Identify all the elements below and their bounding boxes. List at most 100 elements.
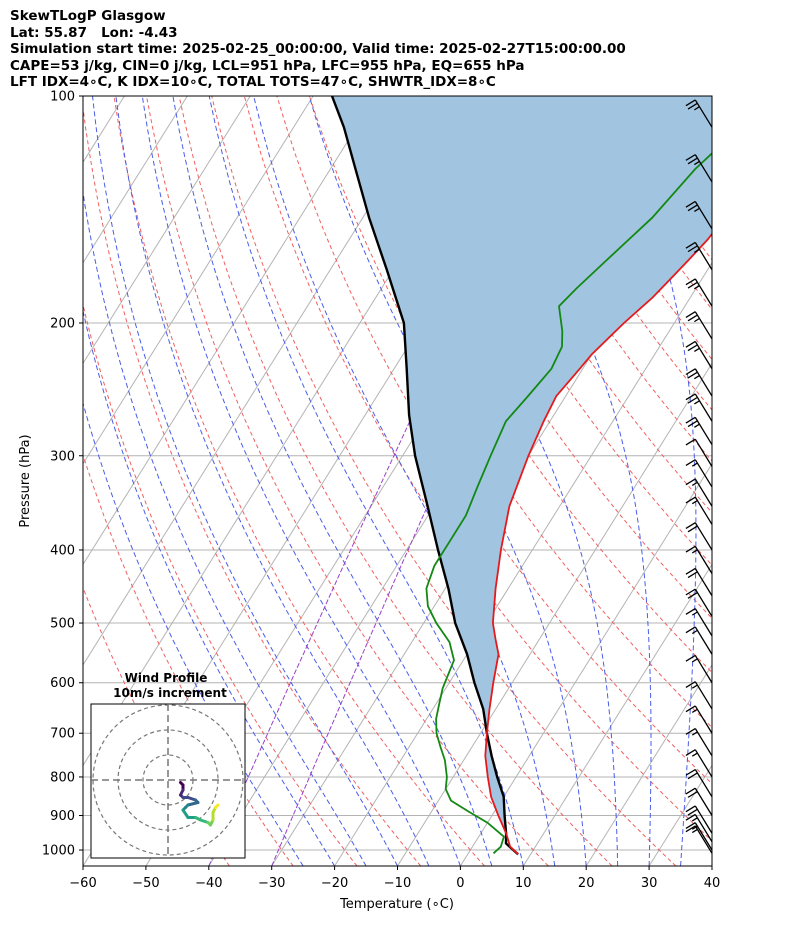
moist-adiabat	[83, 308, 336, 866]
wind-barb	[685, 522, 713, 551]
x-tick-label: 10	[515, 876, 532, 891]
wind-barb	[685, 416, 713, 445]
wind-barb-staff	[694, 822, 713, 851]
wind-barb-flag	[685, 654, 696, 662]
y-tick-label: 600	[50, 676, 75, 691]
wind-barb-half-flag	[691, 825, 698, 830]
wind-barb-flag	[685, 522, 696, 529]
wind-barb	[685, 241, 713, 271]
wind-barb-half-flag	[691, 658, 698, 663]
wind-barb-flag	[685, 241, 696, 249]
isotherm-line	[83, 96, 188, 264]
dry-adiabat	[276, 96, 712, 785]
wind-barb-half-flag	[691, 731, 698, 736]
x-tick-label: −40	[195, 876, 222, 891]
profile-lines	[330, 96, 712, 856]
wind-barb-flag	[687, 371, 698, 379]
wind-barb-half-flag	[691, 611, 698, 616]
wind-barb	[685, 154, 713, 183]
wind-barb-flag	[685, 438, 696, 446]
wind-barb-half-flag	[691, 500, 698, 505]
wind-barb	[685, 545, 713, 574]
location-line: Lat: 55.87 Lon: -4.43	[10, 24, 178, 41]
y-axis-label: Pressure (hPa)	[18, 434, 33, 527]
wind-barb-flag	[685, 681, 696, 688]
indices-line-1: CAPE=53 j/kg, CIN=0 j/kg, LCL=951 hPa, L…	[10, 57, 525, 74]
wind-barb-flag	[685, 567, 696, 575]
x-tick-label: 0	[456, 876, 464, 891]
y-tick-label: 700	[50, 727, 75, 742]
x-tick-label: 30	[641, 876, 658, 891]
wind-barb-staff	[694, 341, 713, 370]
wind-barb-half-flag	[691, 752, 698, 757]
wind-barb-staff	[694, 769, 713, 798]
cape-shading	[332, 96, 712, 709]
wind-barb	[685, 681, 713, 710]
x-axis-label: Temperature (∘C)	[339, 897, 454, 912]
wind-barb-staff	[694, 681, 713, 710]
wind-barb-flag	[687, 204, 698, 212]
dry-adiabat	[83, 453, 294, 866]
wind-barb	[685, 311, 713, 340]
wind-barb	[685, 608, 713, 637]
wind-barb	[685, 438, 713, 467]
isotherm-line	[459, 462, 712, 866]
wind-barb-flag	[687, 102, 698, 110]
indices-line-2: LFT IDX=4∘C, K IDX=10∘C, TOTAL TOTS=47∘C…	[10, 74, 496, 91]
wind-barb	[685, 654, 713, 684]
y-tick-label: 800	[50, 770, 75, 785]
time-line: Simulation start time: 2025-02-25_00:00:…	[10, 41, 626, 58]
wind-barb-flag	[685, 608, 696, 615]
wind-barb-staff	[694, 278, 713, 307]
wind-barb-flag	[687, 791, 698, 798]
wind-barb-staff	[694, 154, 713, 183]
wind-barb-half-flag	[694, 423, 700, 428]
moist-adiabat	[208, 96, 524, 866]
wind-barb-half-flag	[694, 317, 700, 323]
wind-barb-half-flag	[691, 828, 698, 834]
moist-adiabat	[172, 96, 493, 866]
wind-barb	[685, 768, 713, 798]
wind-barb	[685, 588, 713, 617]
wind-barb-flag	[685, 459, 696, 466]
wind-barb-staff	[694, 825, 713, 854]
wind-barb-flag	[687, 571, 698, 579]
y-tick-label: 500	[50, 617, 75, 632]
dry-adiabat	[83, 302, 358, 866]
wind-barb-flag	[685, 822, 696, 830]
wind-barb	[685, 368, 713, 397]
wind-barb-flag	[687, 314, 698, 322]
x-tick-label: −60	[69, 876, 96, 891]
x-tick-label: −10	[384, 876, 411, 891]
wind-barb-staff	[694, 99, 713, 128]
moist-adiabat	[600, 96, 697, 866]
wind-barb-staff	[694, 705, 713, 734]
chart-header: SkewTLogP Glasgow Lat: 55.87 Lon: -4.43 …	[10, 8, 626, 91]
wind-barb-flag	[685, 496, 696, 504]
wind-barb-staff	[694, 393, 713, 422]
wind-barb-staff	[694, 311, 713, 340]
isotherm-line	[711, 865, 712, 866]
wind-barb-half-flag	[694, 160, 700, 166]
wind-barb-staff	[694, 242, 713, 271]
moist-adiabat	[711, 860, 712, 866]
wind-barb-half-flag	[691, 462, 698, 467]
wind-barb-flag	[687, 157, 698, 165]
wind-barbs	[685, 99, 713, 854]
wind-barb-flag	[685, 416, 696, 424]
wind-barb-staff	[694, 568, 713, 597]
wind-barb-staff	[694, 368, 713, 397]
dry-adiabat	[733, 96, 794, 866]
wind-barb	[685, 805, 713, 834]
moist-adiabat	[83, 189, 367, 866]
wind-barb-flag	[685, 805, 696, 813]
hodograph-subtitle: 10m/s increment	[113, 686, 227, 700]
x-tick-label: −20	[321, 876, 348, 891]
wind-barb-flag	[687, 772, 698, 780]
wind-barb-half-flag	[694, 375, 700, 380]
dry-adiabat	[243, 96, 712, 842]
wind-barb	[685, 825, 713, 854]
wind-barb-flag	[685, 278, 696, 286]
wind-barb-flag	[685, 200, 696, 208]
moist-adiabat	[115, 96, 430, 866]
